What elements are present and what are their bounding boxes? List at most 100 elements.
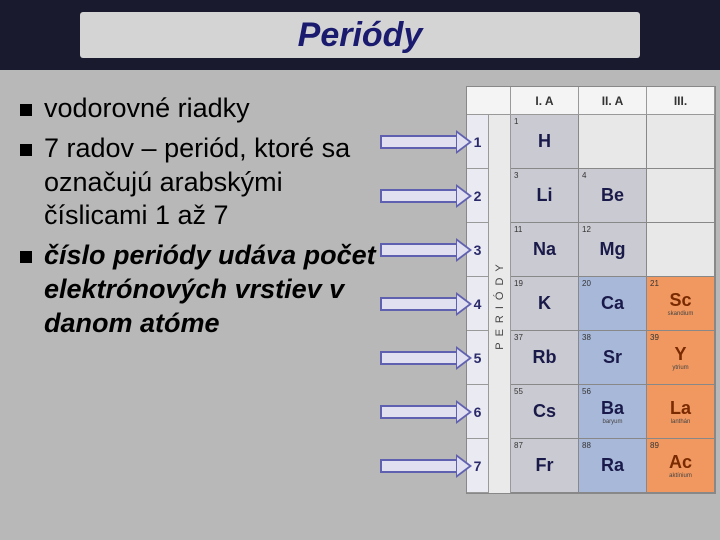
atomic-number: 1 — [514, 117, 518, 126]
element-symbol: Mg — [600, 239, 626, 260]
element-symbol: Ac — [669, 452, 692, 473]
element-symbol: Be — [601, 185, 624, 206]
element-symbol: H — [538, 131, 551, 152]
bullet-marker — [20, 104, 32, 116]
bullet-marker — [20, 144, 32, 156]
bullet-item: 7 radov – periód, ktoré sa označujú arab… — [20, 132, 380, 233]
arrow-body — [380, 405, 456, 419]
bullet-text: vodorovné riadky — [44, 92, 250, 126]
element-cell — [647, 115, 715, 169]
atomic-number: 11 — [514, 225, 522, 234]
element-cell: 37 Rb — [511, 331, 579, 385]
arrow-head-icon — [456, 130, 472, 154]
element-cell: 4 Be — [579, 169, 647, 223]
element-cell: 21 Scskandium — [647, 277, 715, 331]
element-cell — [647, 169, 715, 223]
slide-title: Periódy — [298, 16, 423, 55]
element-cell: 20 Ca — [579, 277, 647, 331]
arrow-head-icon — [456, 400, 472, 424]
period-arrow — [380, 292, 472, 316]
arrow-head-icon — [456, 454, 472, 478]
bullet-item: vodorovné riadky — [20, 92, 380, 126]
atomic-number: 89 — [650, 441, 659, 450]
atomic-number: 12 — [582, 225, 591, 234]
element-cell: 56 Babaryum — [579, 385, 647, 439]
element-cell: 3 Li — [511, 169, 579, 223]
element-symbol: K — [538, 293, 551, 314]
arrow-head-icon — [456, 292, 472, 316]
bullet-text: 7 radov – periód, ktoré sa označujú arab… — [44, 132, 380, 233]
period-arrow — [380, 130, 472, 154]
arrow-body — [380, 351, 456, 365]
title-inner: Periódy — [80, 12, 640, 58]
periods-side-label-text: PERIÓDY — [494, 258, 506, 350]
element-cell: Lalanthán — [647, 385, 715, 439]
element-symbol: Rb — [533, 347, 557, 368]
element-symbol: Ba — [601, 398, 624, 419]
atomic-number: 56 — [582, 387, 591, 396]
arrow-head-icon — [456, 346, 472, 370]
atomic-number: 19 — [514, 279, 523, 288]
atomic-number: 87 — [514, 441, 523, 450]
atomic-number: 20 — [582, 279, 591, 288]
periods-side-label: PERIÓDY — [489, 115, 511, 493]
arrow-body — [380, 189, 456, 203]
arrow-body — [380, 135, 456, 149]
element-symbol: Cs — [533, 401, 556, 422]
period-arrow — [380, 346, 472, 370]
period-arrow — [380, 454, 472, 478]
atomic-number: 21 — [650, 279, 659, 288]
element-name: skandium — [668, 311, 694, 317]
element-symbol: Li — [537, 185, 553, 206]
bullet-list: vodorovné riadky 7 radov – periód, ktoré… — [20, 92, 380, 346]
bullet-marker — [20, 251, 32, 263]
element-name: baryum — [602, 419, 622, 425]
element-symbol: La — [670, 398, 691, 419]
period-arrow — [380, 400, 472, 424]
arrow-head-icon — [456, 184, 472, 208]
period-arrow — [380, 184, 472, 208]
element-symbol: Ra — [601, 455, 624, 476]
bullet-text: číslo periódy udáva počet elektrónových … — [44, 239, 380, 340]
element-cell: 19 K — [511, 277, 579, 331]
element-cell: 38 Sr — [579, 331, 647, 385]
element-name: lanthán — [671, 419, 691, 425]
ptable-header: I. A II. A III. — [467, 87, 715, 115]
atomic-number: 88 — [582, 441, 591, 450]
title-bar: Periódy — [0, 0, 720, 70]
group-label: III. — [647, 87, 715, 115]
element-cell: 11 Na — [511, 223, 579, 277]
element-cell: 89Acaktínium — [647, 439, 715, 493]
element-symbol: Y — [674, 344, 686, 365]
atomic-number: 4 — [582, 171, 586, 180]
atomic-number: 37 — [514, 333, 523, 342]
element-cell — [647, 223, 715, 277]
atomic-number: 38 — [582, 333, 591, 342]
group-label: II. A — [579, 87, 647, 115]
element-cell — [579, 115, 647, 169]
arrow-body — [380, 243, 456, 257]
element-cell: 88 Ra — [579, 439, 647, 493]
element-cell: 12 Mg — [579, 223, 647, 277]
atomic-number: 3 — [514, 171, 518, 180]
arrow-head-icon — [456, 238, 472, 262]
element-cell: 55 Cs — [511, 385, 579, 439]
group-label: I. A — [511, 87, 579, 115]
periodic-table-figure: I. A II. A III. PERIÓDY 11H23Li4Be311Na1… — [380, 86, 716, 494]
element-symbol: Na — [533, 239, 556, 260]
arrow-body — [380, 297, 456, 311]
element-cell: 1H — [511, 115, 579, 169]
header-spacer — [467, 87, 511, 115]
atomic-number: 55 — [514, 387, 523, 396]
bullet-item: číslo periódy udáva počet elektrónových … — [20, 239, 380, 340]
arrow-body — [380, 459, 456, 473]
element-symbol: Fr — [536, 455, 554, 476]
element-symbol: Ca — [601, 293, 624, 314]
element-cell: 87 Fr — [511, 439, 579, 493]
element-symbol: Sc — [669, 290, 691, 311]
element-name: ytrium — [672, 365, 688, 371]
element-symbol: Sr — [603, 347, 622, 368]
period-arrow — [380, 238, 472, 262]
element-cell: 39Yytrium — [647, 331, 715, 385]
periodic-table-fragment: I. A II. A III. PERIÓDY 11H23Li4Be311Na1… — [466, 86, 716, 494]
